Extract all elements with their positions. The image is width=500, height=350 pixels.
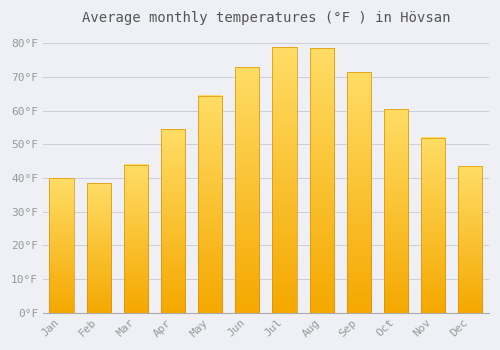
Bar [198,96,222,313]
Bar [124,164,148,313]
Bar [458,166,482,313]
Bar [161,129,185,313]
Bar [347,72,371,313]
Bar [310,48,334,313]
Bar [384,109,408,313]
Bar [272,47,296,313]
Bar [236,67,260,313]
Bar [50,178,74,313]
Title: Average monthly temperatures (°F ) in Hövsan: Average monthly temperatures (°F ) in Hö… [82,11,450,25]
Bar [421,138,445,313]
Bar [86,183,111,313]
